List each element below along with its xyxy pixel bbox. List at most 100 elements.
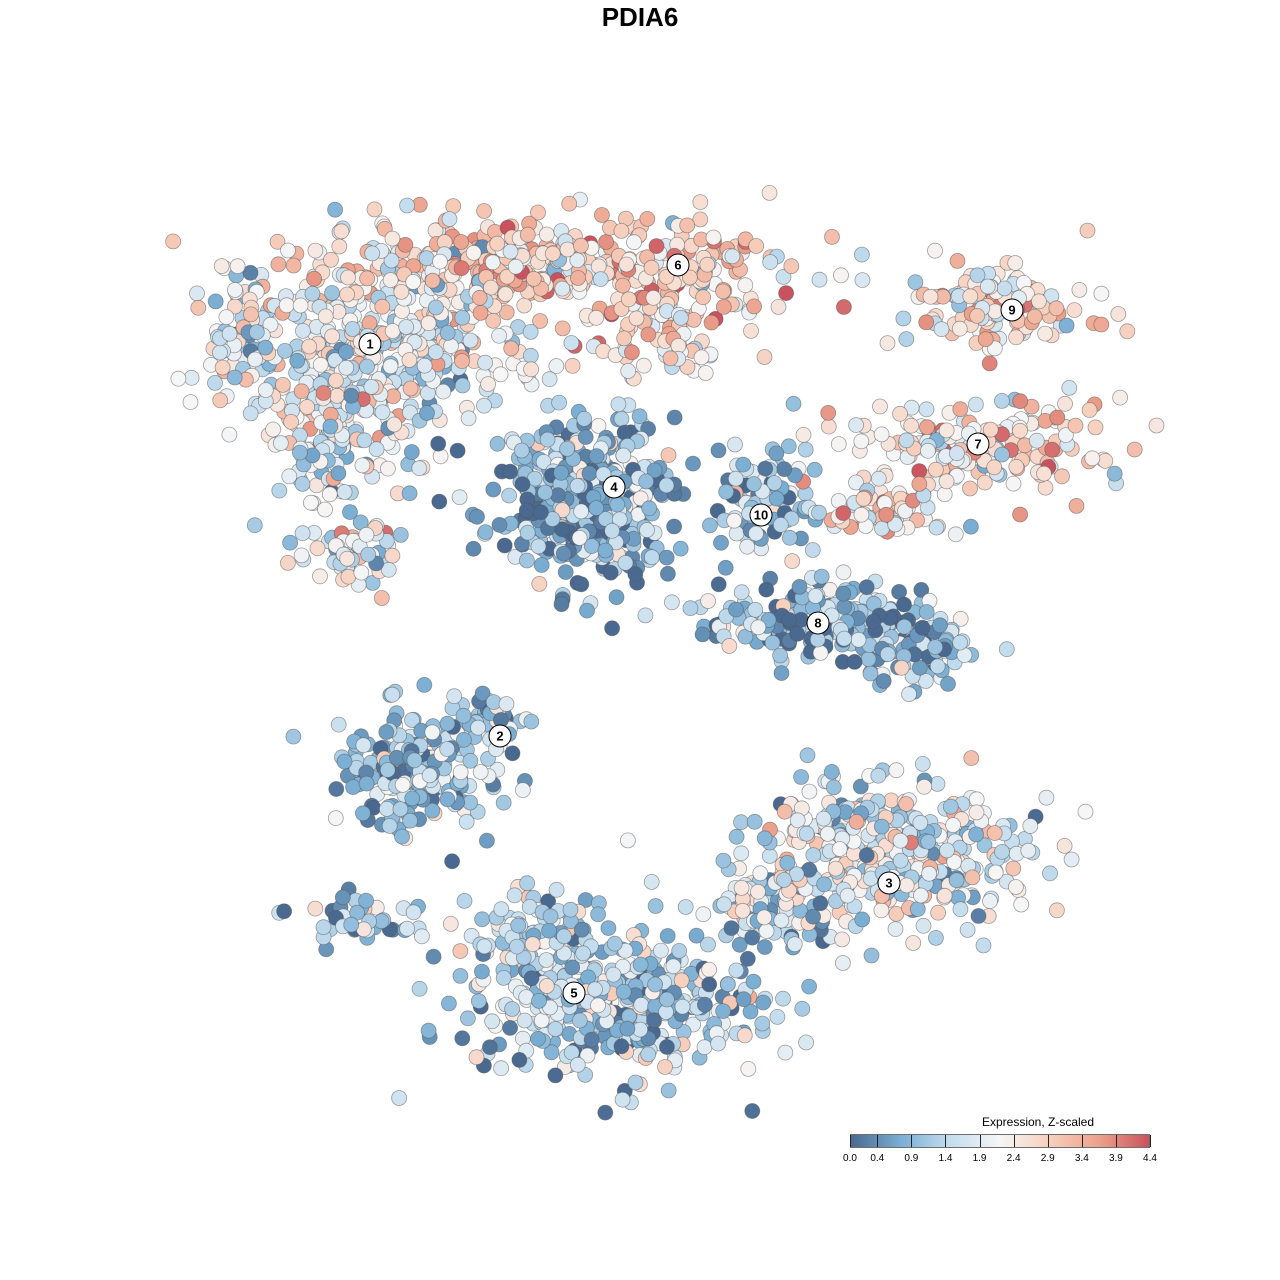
cell-point (405, 904, 422, 921)
cell-point (895, 310, 912, 327)
cell-point (333, 223, 350, 240)
cell-point (299, 399, 316, 415)
cell-point (420, 315, 437, 332)
cell-point (715, 1003, 731, 1019)
cluster-label-6: 6 (666, 253, 690, 277)
cell-point (727, 470, 744, 487)
legend-tick-label: 2.9 (1040, 1153, 1055, 1164)
cell-point (947, 526, 964, 543)
cell-point (317, 308, 334, 325)
cell-point (392, 527, 409, 543)
cell-point (451, 489, 468, 506)
cell-point (949, 252, 966, 269)
cell-point (379, 762, 396, 778)
cell-point (404, 790, 421, 807)
cell-point (368, 441, 385, 458)
cell-point (898, 331, 915, 348)
cell-point (1038, 789, 1055, 806)
cell-point (646, 462, 663, 479)
cell-point (537, 484, 553, 501)
cell-point (384, 547, 401, 564)
cell-point (936, 887, 953, 904)
cell-point (620, 832, 636, 849)
cell-point (462, 752, 479, 769)
cell-point (801, 978, 817, 995)
cell-point (969, 267, 986, 284)
cluster-label-text: 10 (754, 508, 768, 523)
cell-point (746, 813, 763, 830)
cell-point (421, 767, 438, 784)
cell-point (432, 253, 448, 270)
cell-point (207, 374, 223, 391)
cell-point (522, 323, 539, 340)
cell-point (905, 935, 922, 951)
cell-point (744, 1103, 761, 1119)
cell-point (379, 460, 396, 477)
cell-point (831, 841, 848, 857)
cell-point (306, 270, 323, 287)
cell-point (632, 490, 649, 507)
cell-point (247, 351, 264, 368)
cell-point (1020, 842, 1037, 859)
cell-point (242, 405, 259, 422)
cell-point (570, 270, 586, 286)
cell-point (404, 712, 420, 728)
cell-point (874, 520, 890, 537)
cell-point (531, 576, 548, 592)
cell-point (768, 445, 785, 462)
cell-point (1007, 255, 1024, 271)
cell-point (836, 299, 852, 315)
cell-point (403, 444, 420, 460)
cell-point (449, 442, 466, 459)
cell-point (378, 724, 395, 740)
cell-point (616, 330, 632, 347)
cell-point (439, 741, 456, 757)
legend-tick-label: 1.9 (972, 1153, 987, 1164)
cell-point (720, 976, 736, 993)
cell-point (835, 955, 851, 971)
cell-point (510, 917, 527, 934)
cell-point (392, 801, 409, 817)
cell-point (798, 1034, 814, 1051)
cell-point (327, 201, 344, 218)
cell-point (852, 778, 869, 795)
cell-point (938, 422, 955, 439)
cell-point (269, 233, 286, 250)
cell-point (854, 246, 870, 263)
cell-point (888, 762, 905, 779)
cell-point (336, 753, 353, 770)
cell-point (660, 565, 676, 582)
cell-point (918, 314, 935, 331)
cell-point (879, 646, 896, 663)
cell-point (207, 293, 224, 310)
cell-point (503, 340, 520, 357)
cell-point (911, 659, 928, 676)
cell-point (469, 508, 485, 525)
cell-point (257, 339, 274, 356)
cell-point (770, 298, 787, 315)
cell-point (559, 440, 575, 457)
cell-point (793, 769, 809, 785)
cell-point (1093, 316, 1110, 333)
cell-point (282, 534, 299, 551)
cell-point (820, 404, 837, 421)
cell-point (183, 369, 200, 386)
cell-point (470, 993, 487, 1009)
cell-point (848, 417, 864, 434)
cell-point (519, 875, 535, 892)
cell-point (786, 936, 803, 953)
cell-point (785, 395, 802, 412)
cell-point (657, 1059, 673, 1075)
cell-point (615, 447, 632, 464)
cell-point (952, 901, 969, 918)
cell-point (781, 612, 797, 628)
cell-point (170, 370, 187, 387)
legend-tick-label: 3.9 (1108, 1153, 1123, 1164)
cell-point (291, 444, 308, 461)
cell-point (927, 639, 944, 655)
cell-point (873, 818, 890, 835)
cell-point (221, 426, 238, 443)
cell-point (922, 288, 939, 305)
cell-point (419, 405, 435, 421)
cell-point (394, 777, 411, 793)
